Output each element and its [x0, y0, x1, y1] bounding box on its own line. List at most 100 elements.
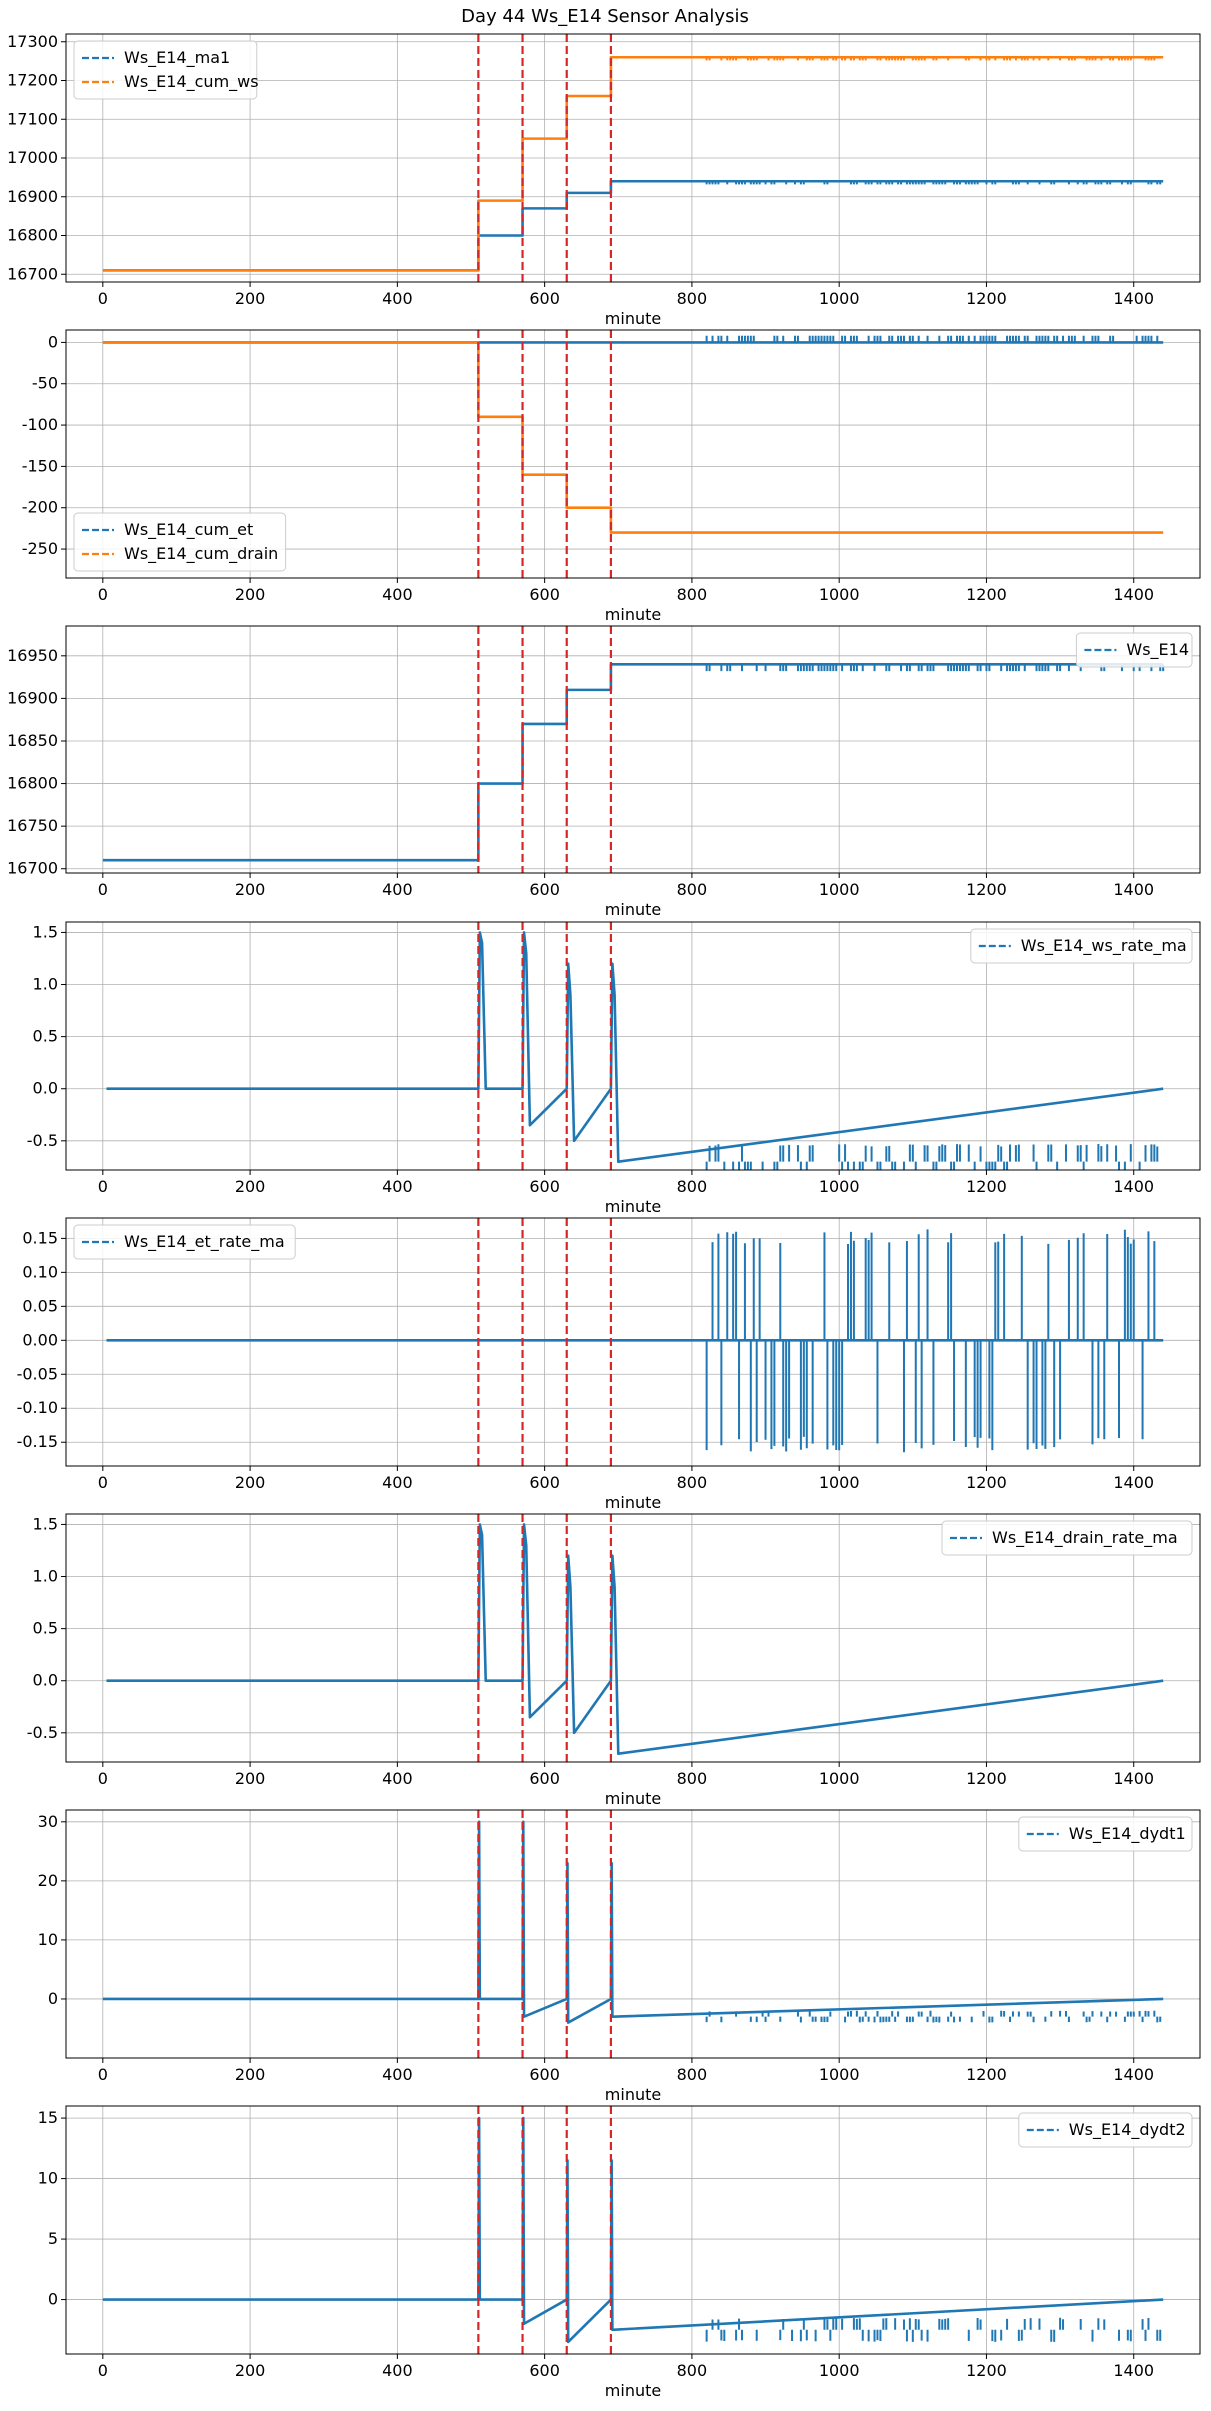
x-tick-label: 600 — [529, 2361, 560, 2380]
panel-1: 0 200 400 600 800 1000 1200 1400 16700 16800 16900… — [7, 32, 1201, 328]
y-tick-label: 16800 — [7, 226, 58, 245]
legend-label: Ws_E14_ma1 — [124, 48, 230, 68]
axes-frame — [65, 1513, 1201, 1763]
y-tick-label: 16950 — [7, 646, 58, 665]
x-tick-label: 800 — [677, 1473, 708, 1492]
x-axis-label: minute — [605, 605, 661, 624]
y-tick-label: -100 — [22, 415, 58, 434]
legend-box — [970, 928, 1193, 964]
x-tick-label: 200 — [235, 880, 266, 899]
panel-2: 0 200 400 600 800 1000 1200 1400 -250 -200 -150 -10… — [22, 329, 1201, 624]
plot-area — [102, 335, 1164, 534]
series-spikes-Ws_E14 — [705, 664, 1165, 672]
legend: Ws_E14_ws_rate_ma — [970, 928, 1193, 964]
x-axis-label: minute — [605, 309, 661, 328]
y-tick-label: -50 — [32, 374, 58, 393]
x-tick-label: 1400 — [1113, 585, 1154, 604]
x-tick-label: 200 — [235, 1177, 266, 1196]
x-tick-label: 1000 — [819, 289, 860, 308]
y-tick-label: 1.0 — [33, 975, 58, 994]
y-tick-label: 16900 — [7, 688, 58, 707]
legend-box — [73, 40, 258, 100]
series-line-Ws_E14_dydt1 — [102, 1820, 1164, 2024]
y-tick-label: 10 — [38, 2169, 58, 2188]
series-spikes-Ws_E14_dydt1 — [705, 2010, 1162, 2023]
y-tick-label: 0.05 — [22, 1296, 58, 1315]
y-tick-label: -0.05 — [17, 1364, 58, 1383]
plot-area — [106, 1523, 1164, 1755]
series-line-Ws_E14_ws_rate_ma — [106, 931, 1164, 1163]
series-line-Ws_E14_cum_drain — [102, 341, 1164, 534]
axes-frame — [65, 2105, 1201, 2355]
y-tick-label: -0.5 — [27, 1723, 58, 1742]
y-tick-label: 16850 — [7, 731, 58, 750]
legend-label: Ws_E14_cum_et — [124, 520, 253, 540]
y-tick-label: 17000 — [7, 148, 58, 167]
y-tick-label: 20 — [38, 1871, 58, 1890]
y-tick-label: 1.5 — [33, 1514, 58, 1533]
x-tick-label: 0 — [98, 880, 108, 899]
y-tick-label: -200 — [22, 498, 58, 517]
y-tick-label: 17200 — [7, 71, 58, 90]
x-tick-label: 400 — [382, 1473, 413, 1492]
series-spikes-Ws_E14_dydt2 — [705, 2317, 1162, 2342]
x-tick-label: 1400 — [1113, 2065, 1154, 2084]
y-tick-label: 0.5 — [33, 1027, 58, 1046]
x-tick-label: 400 — [382, 880, 413, 899]
legend-label: Ws_E14_dydt1 — [1069, 1824, 1186, 1844]
x-tick-label: 1200 — [966, 1769, 1007, 1788]
x-tick-label: 600 — [529, 585, 560, 604]
x-tick-label: 1200 — [966, 1473, 1007, 1492]
x-tick-label: 600 — [529, 1769, 560, 1788]
x-tick-label: 600 — [529, 2065, 560, 2084]
y-tick-label: -150 — [22, 456, 58, 475]
axes-frame — [65, 921, 1201, 1171]
series-spikes-Ws_E14_cum_et — [705, 335, 1159, 343]
y-tick-label: 0 — [48, 1989, 58, 2008]
x-tick-label: 1400 — [1113, 1769, 1154, 1788]
y-tick-label: 0 — [48, 2290, 58, 2309]
x-tick-label: 200 — [235, 585, 266, 604]
x-axis-label: minute — [605, 2381, 661, 2400]
y-tick-label: 30 — [38, 1812, 58, 1831]
legend-box — [1075, 632, 1193, 668]
x-axis-label: minute — [605, 1493, 661, 1512]
y-tick-label: 0.5 — [33, 1619, 58, 1638]
plot-area — [106, 1229, 1164, 1453]
legend: Ws_E14_et_rate_ma — [73, 1224, 296, 1260]
panel-3: 0 200 400 600 800 1000 1200 1400 16700 16750 16800… — [7, 625, 1201, 919]
x-tick-label: 1000 — [819, 1177, 860, 1196]
axes-frame — [65, 1217, 1201, 1467]
plot-area — [102, 663, 1165, 862]
x-tick-label: 0 — [98, 2361, 108, 2380]
legend-label: Ws_E14_et_rate_ma — [124, 1232, 285, 1252]
series-spikes-Ws_E14_cum_ws — [705, 57, 1156, 61]
x-tick-label: 0 — [98, 2065, 108, 2084]
axes-frame — [65, 625, 1201, 874]
legend-box — [1018, 1816, 1193, 1852]
x-tick-label: 1400 — [1113, 289, 1154, 308]
x-tick-label: 600 — [529, 289, 560, 308]
panel-6: 0 200 400 600 800 1000 1200 1400 -0.5 0.0 0.5 1.0 1.… — [27, 1513, 1201, 1808]
y-tick-label: 17300 — [7, 32, 58, 51]
y-tick-label: 16700 — [7, 859, 58, 878]
y-tick-label: 1.0 — [33, 1567, 58, 1586]
legend-label: Ws_E14_dydt2 — [1069, 2120, 1186, 2140]
plot-area — [102, 2116, 1164, 2344]
panel-5: 0 200 400 600 800 1000 1200 1400 -0.15 -0.10 -0.05… — [17, 1217, 1201, 1512]
x-tick-label: 0 — [98, 1769, 108, 1788]
series-line-Ws_E14_ma1 — [102, 179, 1164, 272]
series-spikes-Ws_E14_et_rate_ma — [705, 1229, 1156, 1453]
y-tick-label: 16800 — [7, 774, 58, 793]
x-tick-label: 1000 — [819, 1473, 860, 1492]
x-tick-label: 200 — [235, 289, 266, 308]
x-tick-label: 1000 — [819, 2065, 860, 2084]
y-tick-label: 0.00 — [22, 1330, 58, 1349]
plot-area — [106, 931, 1164, 1170]
x-tick-label: 800 — [677, 289, 708, 308]
x-tick-label: 1200 — [966, 880, 1007, 899]
x-tick-label: 1200 — [966, 1177, 1007, 1196]
x-tick-label: 0 — [98, 585, 108, 604]
y-tick-label: 16900 — [7, 187, 58, 206]
